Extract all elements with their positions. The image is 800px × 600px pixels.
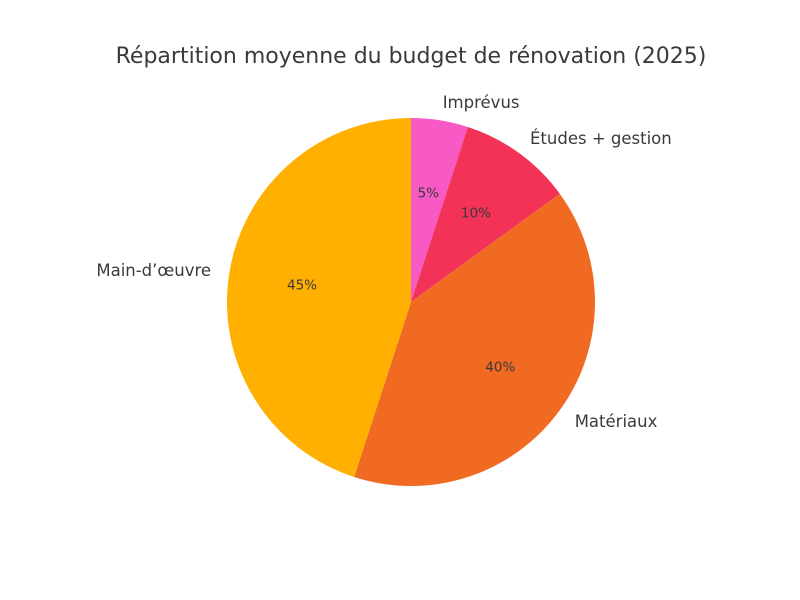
percent-label-main-d-uvre: 45%: [287, 277, 317, 293]
pie-slice-materiaux: [354, 193, 595, 486]
slice-label-imprevus: Imprévus: [443, 93, 520, 112]
slice-label-materiaux: Matériaux: [575, 412, 658, 431]
chart-title: Répartition moyenne du budget de rénovat…: [115, 44, 707, 69]
slice-label-main-d-uvre: Main-d’œuvre: [96, 261, 211, 280]
pie-slice-main-d-uvre: [227, 118, 411, 477]
percent-label-materiaux: 40%: [485, 360, 515, 376]
slice-label-etudes-gestion: Études + gestion: [530, 129, 672, 148]
percent-label-etudes-gestion: 10%: [461, 205, 491, 221]
percent-label-imprevus: 5%: [418, 186, 440, 202]
pie-slice-imprevus: [411, 118, 468, 302]
pie-slice-etudes-gestion: [411, 127, 560, 302]
